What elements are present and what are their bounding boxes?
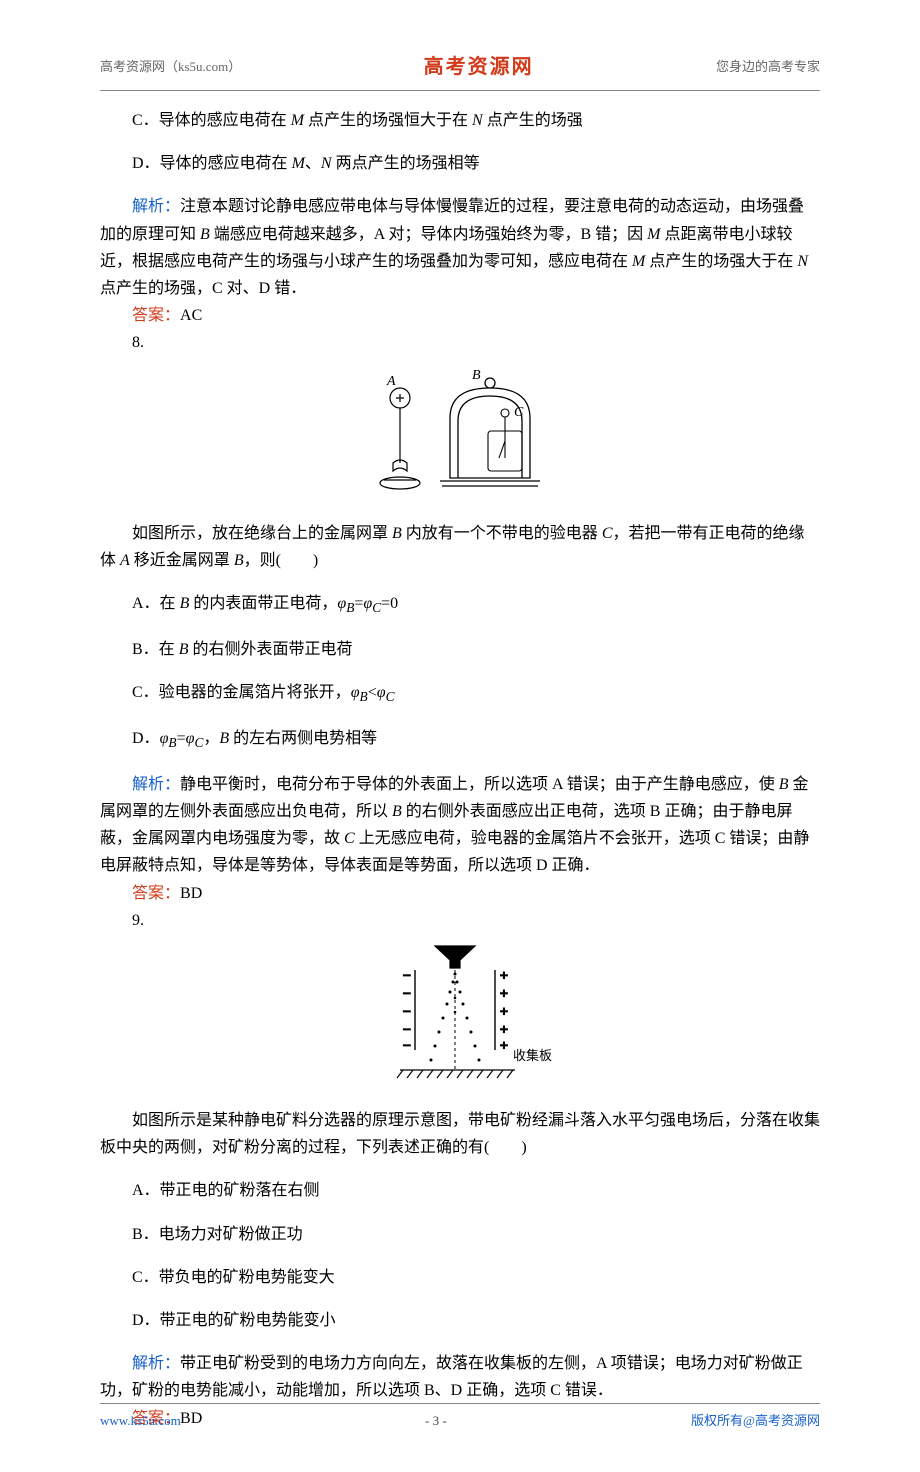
q7-answer-value: AC [180,307,202,324]
q9-option-b: B．电场力对矿粉做正功 [132,1221,820,1248]
q9-number: 9. [132,907,820,934]
svg-text:−: − [403,1023,411,1038]
svg-text:+: + [500,1005,508,1020]
q9-collector-label: 收集板 [513,1048,552,1063]
header-center-title: 高考资源网 [424,50,534,84]
answer-label: 答案： [132,885,180,902]
q9-option-c: C．带负电的矿粉电势能变大 [132,1264,820,1291]
q8-label-c: C [514,405,524,420]
q8-figure-svg: A [360,363,560,503]
page: 高考资源网（ks5u.com） 高考资源网 您身边的高考专家 C．导体的感应电荷… [0,0,920,1472]
q9-figure-svg: − − − − − + + + + + [365,940,555,1090]
footer-page-number: - 3 - [425,1410,447,1432]
q9-option-d: D．带正电的矿粉电势能变小 [132,1307,820,1334]
svg-text:+: + [500,969,508,984]
q8-label-b: B [472,368,481,383]
q8-answer-value: BD [180,885,202,902]
q7-option-d: D．导体的感应电荷在 M、N 两点产生的场强相等 [132,150,820,177]
svg-text:+: + [500,1039,508,1054]
q9-analysis-text: 带正电矿粉受到的电场力方向向左，故落在收集板的左侧，A 项错误；电场力对矿粉做正… [100,1355,803,1399]
analysis-label: 解析： [132,1355,180,1372]
analysis-label: 解析： [132,776,180,793]
q8-option-b: B．在 B 的右侧外表面带正电荷 [132,636,820,663]
q8-answer: 答案：BD [100,880,820,907]
q8-stem: 如图所示，放在绝缘台上的金属网罩 B 内放有一个不带电的验电器 C，若把一带有正… [100,520,820,574]
svg-text:−: − [403,1039,411,1054]
footer-left: www.ks5u.com [100,1410,181,1432]
page-header: 高考资源网（ks5u.com） 高考资源网 您身边的高考专家 [100,50,820,91]
header-right: 您身边的高考专家 [716,56,820,78]
q7-answer: 答案：AC [100,302,820,329]
svg-text:+: + [500,987,508,1002]
q9-option-a: A．带正电的矿粉落在右侧 [132,1177,820,1204]
header-left: 高考资源网（ks5u.com） [100,56,241,78]
q8-option-a: A．在 B 的内表面带正电荷，φB=φC=0 [132,590,820,620]
q7-option-c: C．导体的感应电荷在 M 点产生的场强恒大于在 N 点产生的场强 [132,107,820,134]
svg-text:−: − [403,969,411,984]
q8-figure: A [100,363,820,512]
q8-label-a: A [386,374,396,389]
svg-text:+: + [500,1023,508,1038]
q9-stem: 如图所示是某种静电矿料分选器的原理示意图，带电矿粉经漏斗落入水平匀强电场后，分落… [100,1107,820,1161]
content-body: C．导体的感应电荷在 M 点产生的场强恒大于在 N 点产生的场强 D．导体的感应… [100,107,820,1432]
q7-analysis: 解析：注意本题讨论静电感应带电体与导体慢慢靠近的过程，要注意电荷的动态运动，由场… [100,193,820,302]
svg-text:−: − [403,1005,411,1020]
page-footer: www.ks5u.com - 3 - 版权所有@高考资源网 [100,1403,820,1432]
footer-right: 版权所有@高考资源网 [691,1410,820,1432]
svg-text:−: − [403,987,411,1002]
q8-option-c: C．验电器的金属箔片将张开，φB<φC [132,679,820,709]
analysis-label: 解析： [132,198,180,215]
q8-number: 8. [132,329,820,356]
q8-option-d: D．φB=φC，B 的左右两侧电势相等 [132,725,820,755]
answer-label: 答案： [132,307,180,324]
q8-analysis: 解析：静电平衡时，电荷分布于导体的外表面上，所以选项 A 错误；由于产生静电感应… [100,771,820,880]
q9-figure: − − − − − + + + + + [100,940,820,1099]
q9-analysis: 解析：带正电矿粉受到的电场力方向向左，故落在收集板的左侧，A 项错误；电场力对矿… [100,1350,820,1404]
